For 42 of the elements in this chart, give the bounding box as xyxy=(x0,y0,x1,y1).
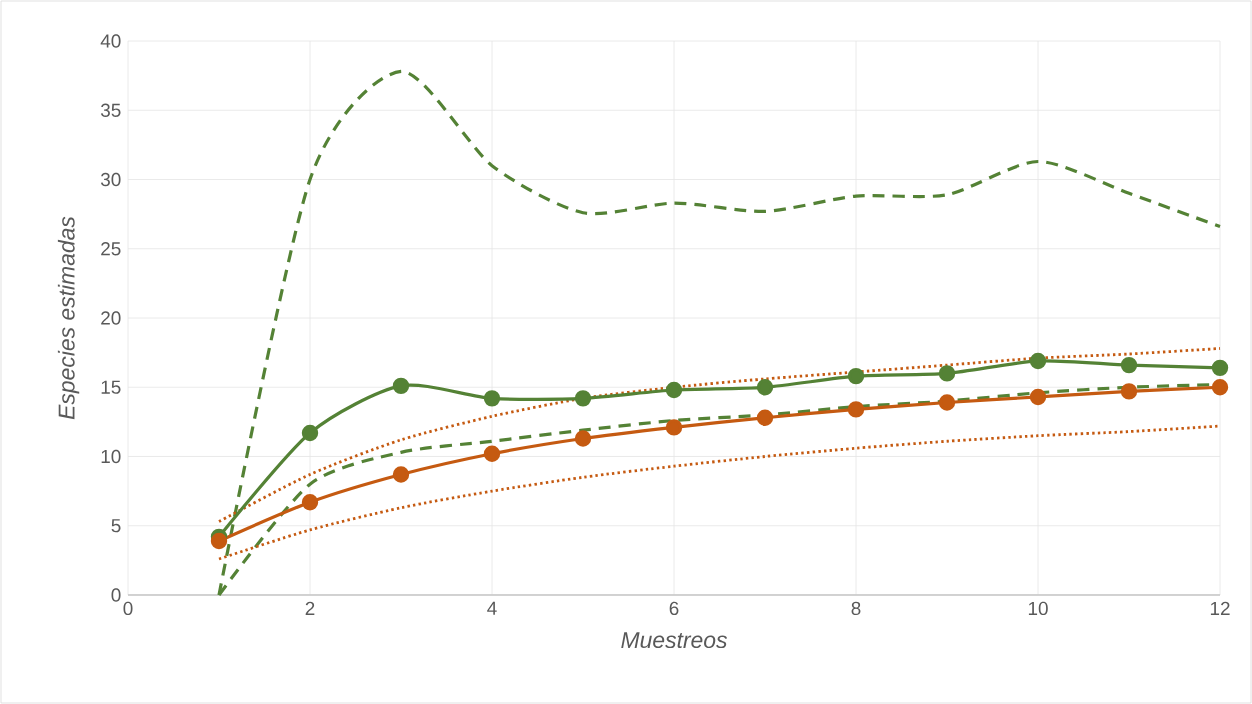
y-tick-label: 20 xyxy=(101,311,121,325)
point xyxy=(1120,356,1138,374)
x-tick-label: 4 xyxy=(487,601,497,615)
x-tick-label: 6 xyxy=(669,601,679,616)
point xyxy=(1029,388,1047,406)
point xyxy=(301,424,319,442)
point xyxy=(210,532,228,550)
point xyxy=(938,394,956,411)
point xyxy=(1211,379,1229,396)
y-axis-title: Especies estimadas xyxy=(57,216,80,420)
point xyxy=(483,445,501,462)
point xyxy=(756,409,774,426)
x-tick-label: 12 xyxy=(1210,601,1230,615)
y-tick-label: 40 xyxy=(100,34,121,48)
point xyxy=(392,377,410,395)
point xyxy=(483,390,501,407)
point xyxy=(1120,383,1138,400)
y-tick-label: 10 xyxy=(101,449,121,464)
y-tick-label: 0 xyxy=(111,588,121,602)
x-tick-label: 0 xyxy=(123,601,133,616)
point xyxy=(756,379,774,396)
point xyxy=(665,419,683,436)
y-tick-label: 25 xyxy=(101,242,121,256)
point xyxy=(301,494,319,511)
point xyxy=(574,430,592,447)
point xyxy=(847,401,865,418)
point xyxy=(938,365,956,382)
point xyxy=(665,381,683,399)
point xyxy=(392,466,410,483)
point xyxy=(1029,352,1047,370)
x-tick-label: 8 xyxy=(851,601,861,616)
point xyxy=(574,390,592,407)
x-tick-label: 10 xyxy=(1028,601,1048,616)
y-tick-label: 5 xyxy=(111,519,121,533)
y-tick-label: 35 xyxy=(100,103,121,117)
point xyxy=(847,367,865,385)
point xyxy=(1211,359,1229,377)
x-tick-label: 2 xyxy=(305,601,315,615)
x-axis-title: Muestreos xyxy=(621,632,727,649)
y-tick-label: 15 xyxy=(101,380,121,394)
line-series xyxy=(217,347,1222,523)
y-tick-label: 30 xyxy=(100,172,121,187)
